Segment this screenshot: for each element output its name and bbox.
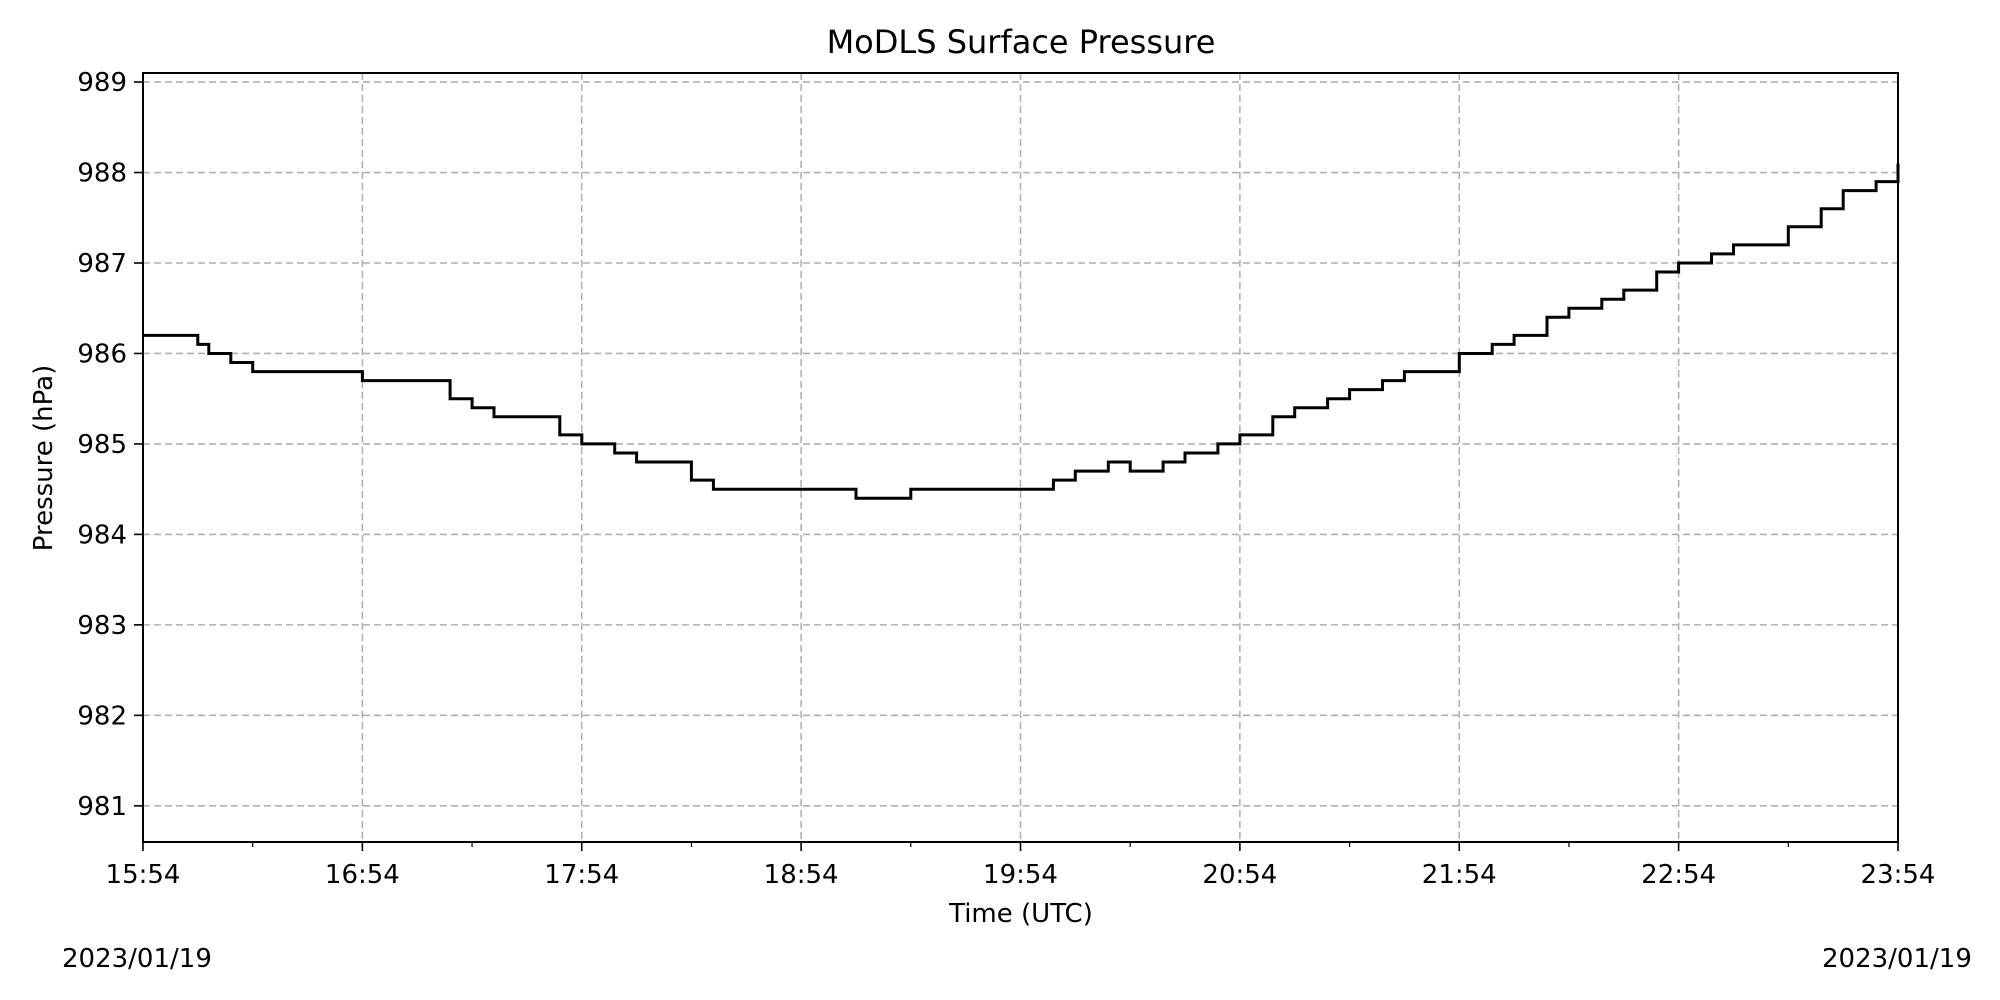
y-tick-label: 987 (77, 249, 127, 279)
y-axis-label: Pressure (hPa) (29, 365, 59, 552)
x-tick-label: 21:54 (1422, 860, 1497, 890)
data-line-layer (143, 163, 1900, 500)
y-tick-label: 986 (77, 339, 127, 369)
start-date-label: 2023/01/19 (62, 944, 212, 974)
tick-labels: 15:54 16:54 17:54 18:54 19:54 20:54 21:54 22:54… (77, 68, 1935, 890)
grid-lines (142, 73, 1899, 842)
tick-marks (134, 81, 1899, 851)
x-tick-label: 22:54 (1641, 860, 1716, 890)
pressure-series-line (143, 163, 1900, 500)
x-tick-label: 23:54 (1861, 860, 1936, 890)
x-tick-label: 18:54 (764, 860, 839, 890)
x-tick-label: 20:54 (1202, 860, 1277, 890)
y-tick-label: 981 (77, 792, 127, 822)
y-tick-label: 983 (77, 611, 127, 641)
y-tick-label: 989 (77, 68, 127, 98)
end-date-label: 2023/01/19 (1822, 944, 1972, 974)
y-tick-label: 985 (77, 430, 127, 460)
y-tick-label: 982 (77, 701, 127, 731)
x-tick-label: 17:54 (544, 860, 619, 890)
x-tick-label: 15:54 (106, 860, 181, 890)
x-tick-label: 16:54 (325, 860, 400, 890)
chart-title: MoDLS Surface Pressure (827, 23, 1216, 61)
y-tick-label: 988 (77, 159, 127, 189)
x-axis-label: Time (UTC) (948, 899, 1093, 929)
y-tick-label: 984 (77, 520, 127, 550)
x-tick-label: 19:54 (983, 860, 1058, 890)
